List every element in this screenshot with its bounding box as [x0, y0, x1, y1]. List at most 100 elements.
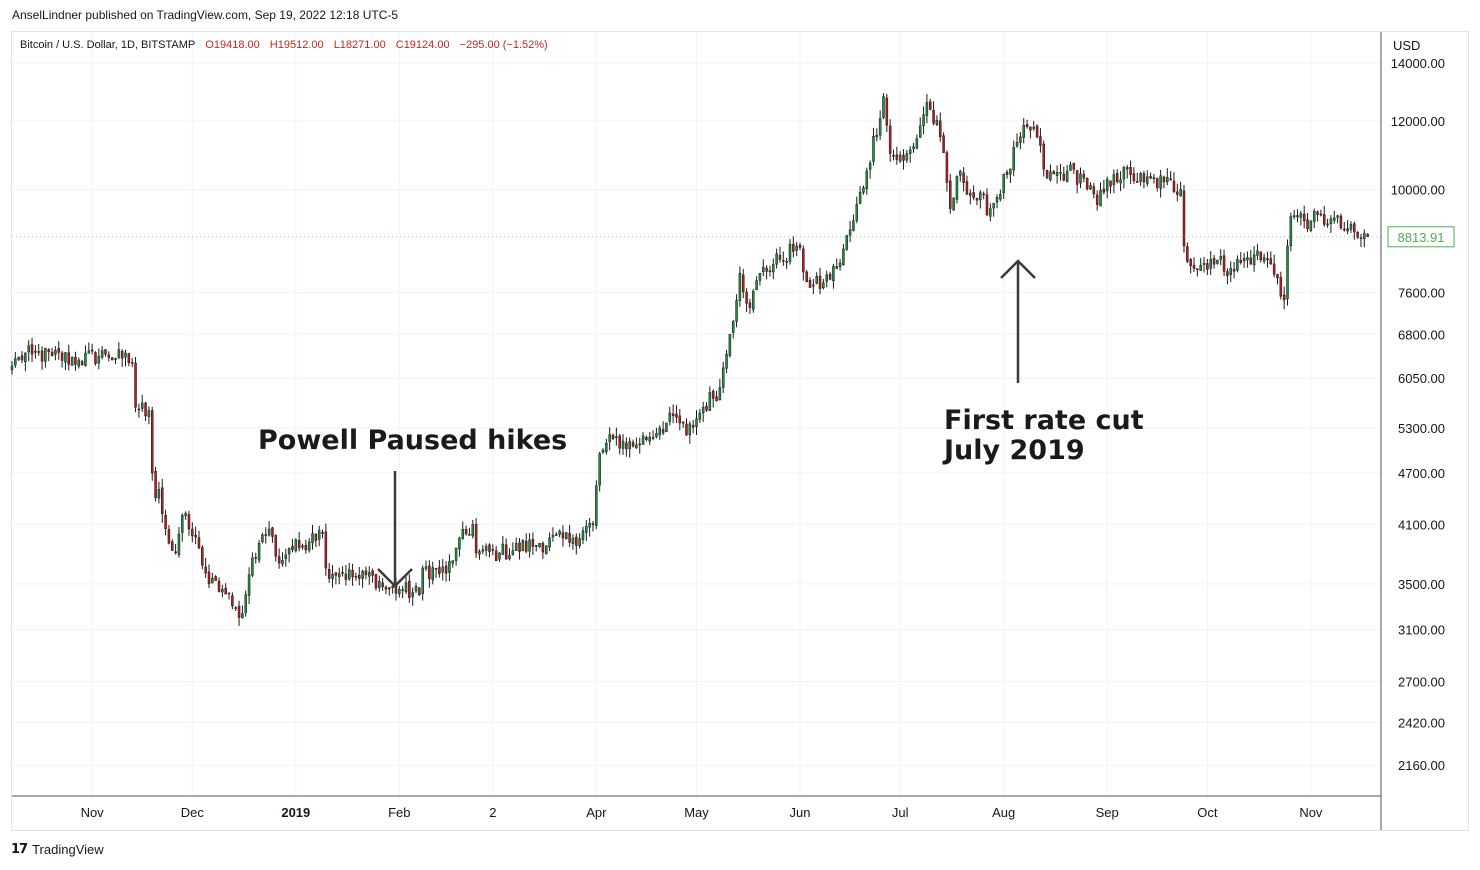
candle-down: [1249, 257, 1253, 265]
candle-up: [434, 567, 438, 570]
candle-up: [1329, 218, 1333, 224]
candle-down: [401, 589, 404, 592]
y-tick-label: 3500.00: [1398, 577, 1445, 592]
candle-down: [1042, 143, 1046, 170]
candle-down: [768, 270, 772, 272]
candle-up: [1105, 179, 1109, 192]
candle-up: [918, 125, 922, 138]
legend-change: −295.00 (−1.52%): [459, 39, 548, 51]
candle-down: [1085, 177, 1089, 190]
candle-down: [932, 109, 935, 124]
candle-down: [661, 429, 665, 434]
candle-up: [848, 229, 852, 236]
tradingview-branding[interactable]: 17 TradingView: [11, 842, 104, 857]
candle-up: [701, 406, 705, 413]
candle-down: [892, 154, 895, 157]
candle-up: [27, 345, 30, 353]
candle-up: [658, 427, 662, 436]
candle-up: [498, 552, 501, 560]
candle-up: [872, 135, 875, 162]
candle-down: [1125, 167, 1129, 170]
candle-up: [538, 542, 541, 547]
candle-up: [832, 265, 835, 282]
candle-up: [1139, 173, 1142, 182]
candle-down: [972, 192, 975, 198]
candle-down: [1156, 178, 1159, 188]
candle-down: [418, 587, 421, 595]
candle-up: [615, 436, 618, 438]
candle-up: [548, 537, 551, 548]
candle-up: [698, 412, 702, 420]
candle-down: [745, 291, 748, 304]
last-price-badge: [1387, 226, 1455, 248]
candle-series: [10, 93, 1369, 626]
candle-up: [1309, 220, 1313, 231]
candle-up: [1199, 265, 1202, 271]
candle-down: [611, 435, 615, 439]
candle-down: [678, 415, 682, 424]
candle-up: [1069, 164, 1072, 171]
candle-up: [725, 353, 728, 369]
candle-up: [992, 203, 995, 209]
candle-up: [24, 352, 27, 363]
candle-up: [44, 347, 47, 362]
candle-down: [1005, 171, 1009, 175]
candle-up: [454, 547, 458, 561]
x-tick-label: Nov: [1299, 805, 1323, 820]
candle-down: [802, 248, 805, 273]
candle-up: [752, 290, 755, 310]
annotation-powell-line: Powell Paused hikes: [258, 425, 568, 456]
candle-up: [1159, 175, 1162, 189]
candle-up: [1252, 254, 1256, 266]
candle-up: [281, 559, 284, 565]
candle-up: [908, 149, 912, 154]
candle-down: [888, 125, 892, 154]
candle-up: [1089, 185, 1092, 190]
candle-down: [428, 565, 431, 580]
candle-down: [57, 348, 60, 353]
candle-down: [197, 537, 201, 549]
candle-up: [491, 549, 495, 551]
candle-up: [10, 365, 14, 370]
candle-up: [347, 569, 351, 580]
candle-up: [822, 282, 825, 289]
candle-up: [1246, 257, 1249, 261]
candle-down: [227, 592, 231, 595]
candle-down: [1212, 258, 1216, 265]
candle-down: [985, 194, 989, 216]
candle-down: [671, 413, 675, 417]
candle-up: [865, 170, 869, 190]
candle-down: [1186, 246, 1189, 262]
candle-down: [388, 587, 391, 590]
y-tick-label: 5300.00: [1398, 421, 1445, 436]
candle-down: [104, 349, 107, 355]
candle-up: [989, 208, 992, 217]
candle-down: [938, 120, 942, 138]
candle-up: [605, 442, 608, 453]
candle-down: [975, 197, 979, 201]
candle-up: [100, 350, 104, 358]
candle-up: [84, 352, 87, 366]
candle-up: [952, 197, 955, 211]
candle-down: [1326, 223, 1329, 226]
candle-up: [1146, 176, 1149, 184]
candle-up: [922, 114, 925, 126]
candle-up: [140, 402, 144, 409]
grid-lines: [12, 32, 1381, 796]
chart-frame[interactable]: [11, 31, 1469, 831]
candle-down: [314, 534, 318, 541]
candle-up: [1262, 257, 1266, 262]
candle-up: [534, 545, 538, 547]
candle-down: [1045, 170, 1049, 179]
candle-down: [785, 261, 788, 263]
candle-down: [1109, 180, 1112, 187]
candle-up: [651, 437, 655, 439]
candle-down: [297, 540, 301, 549]
candle-down: [1029, 126, 1032, 131]
candle-down: [1366, 233, 1369, 238]
candle-down: [1269, 258, 1273, 265]
candle-down: [324, 531, 328, 569]
candle-up: [1202, 262, 1206, 265]
candle-up: [448, 561, 451, 573]
